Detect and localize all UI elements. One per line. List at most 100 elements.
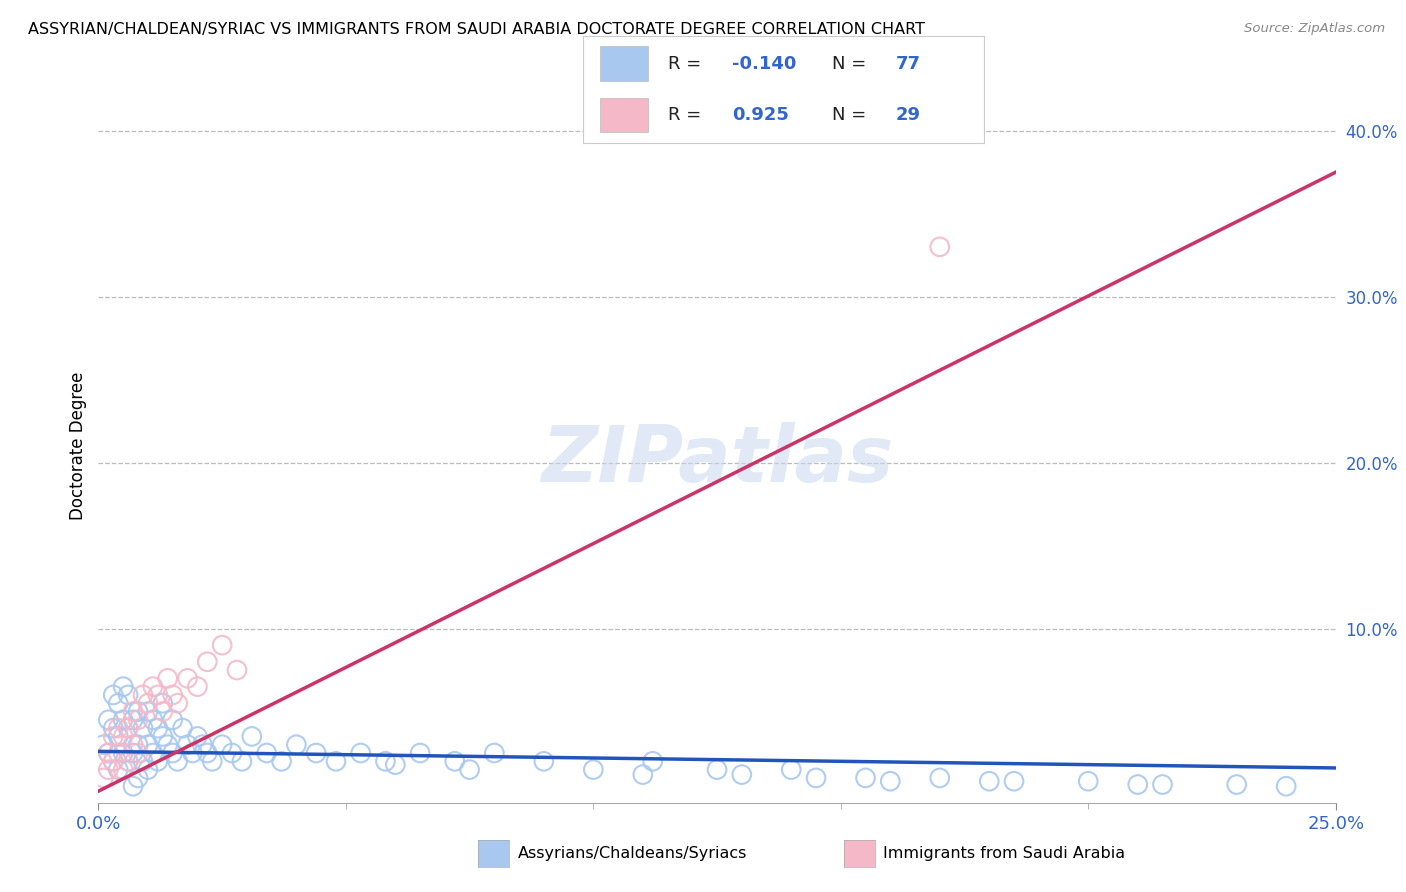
Point — [706, 763, 728, 777]
Point — [270, 754, 292, 768]
Point — [186, 680, 208, 694]
Point — [458, 763, 481, 777]
Point — [325, 754, 347, 768]
Point — [156, 671, 179, 685]
Point — [285, 738, 308, 752]
Point — [122, 746, 145, 760]
Point — [103, 754, 125, 768]
Point — [103, 688, 125, 702]
Point — [780, 763, 803, 777]
Text: ZIPatlas: ZIPatlas — [541, 422, 893, 499]
Point — [103, 754, 125, 768]
Text: Source: ZipAtlas.com: Source: ZipAtlas.com — [1244, 22, 1385, 36]
Point — [107, 763, 129, 777]
Point — [979, 774, 1001, 789]
Point — [112, 713, 135, 727]
Point — [142, 680, 165, 694]
FancyBboxPatch shape — [599, 98, 648, 132]
Point — [1126, 778, 1149, 792]
Point — [127, 738, 149, 752]
Point — [195, 746, 218, 760]
Text: N =: N = — [832, 54, 872, 72]
Point — [107, 721, 129, 735]
FancyBboxPatch shape — [599, 46, 648, 80]
Point — [112, 680, 135, 694]
Point — [122, 713, 145, 727]
Point — [122, 738, 145, 752]
Point — [166, 696, 188, 710]
Text: R =: R = — [668, 54, 707, 72]
Text: 0.925: 0.925 — [731, 106, 789, 124]
Text: Immigrants from Saudi Arabia: Immigrants from Saudi Arabia — [883, 847, 1125, 861]
Point — [533, 754, 555, 768]
Point — [152, 705, 174, 719]
Point — [146, 754, 169, 768]
Point — [879, 774, 901, 789]
Point — [103, 730, 125, 744]
Text: R =: R = — [668, 106, 707, 124]
Point — [112, 730, 135, 744]
Point — [93, 738, 115, 752]
Point — [127, 771, 149, 785]
Point — [97, 763, 120, 777]
Point — [384, 757, 406, 772]
Point — [162, 713, 184, 727]
Point — [97, 746, 120, 760]
Point — [97, 713, 120, 727]
Point — [181, 746, 204, 760]
Point — [374, 754, 396, 768]
Point — [127, 746, 149, 760]
Point — [136, 738, 159, 752]
Point — [162, 746, 184, 760]
Point — [484, 746, 506, 760]
Point — [93, 771, 115, 785]
Point — [132, 688, 155, 702]
Point — [122, 779, 145, 793]
Point — [1152, 778, 1174, 792]
Point — [156, 738, 179, 752]
Point — [112, 746, 135, 760]
Point — [1002, 774, 1025, 789]
Point — [855, 771, 877, 785]
Point — [132, 721, 155, 735]
Point — [107, 746, 129, 760]
Point — [136, 705, 159, 719]
Point — [176, 671, 198, 685]
Point — [231, 754, 253, 768]
Point — [1077, 774, 1099, 789]
Point — [240, 730, 263, 744]
Point — [136, 696, 159, 710]
Point — [146, 688, 169, 702]
Point — [117, 754, 139, 768]
Text: ASSYRIAN/CHALDEAN/SYRIAC VS IMMIGRANTS FROM SAUDI ARABIA DOCTORATE DEGREE CORREL: ASSYRIAN/CHALDEAN/SYRIAC VS IMMIGRANTS F… — [28, 22, 925, 37]
Point — [142, 746, 165, 760]
Point — [928, 771, 950, 785]
Point — [804, 771, 827, 785]
Point — [211, 738, 233, 752]
Point — [191, 738, 214, 752]
Point — [117, 721, 139, 735]
Point — [122, 705, 145, 719]
Point — [107, 730, 129, 744]
Point — [176, 738, 198, 752]
Point — [107, 696, 129, 710]
Point — [146, 721, 169, 735]
Point — [172, 721, 194, 735]
Point — [142, 713, 165, 727]
Y-axis label: Doctorate Degree: Doctorate Degree — [69, 372, 87, 520]
Point — [305, 746, 328, 760]
Text: 29: 29 — [896, 106, 921, 124]
Point — [117, 688, 139, 702]
Text: 77: 77 — [896, 54, 921, 72]
Point — [152, 730, 174, 744]
Point — [117, 721, 139, 735]
Point — [162, 688, 184, 702]
Point — [103, 721, 125, 735]
Point — [350, 746, 373, 760]
Point — [112, 763, 135, 777]
Point — [631, 767, 654, 781]
Point — [132, 754, 155, 768]
Point — [127, 713, 149, 727]
Point — [928, 240, 950, 254]
Text: N =: N = — [832, 106, 872, 124]
